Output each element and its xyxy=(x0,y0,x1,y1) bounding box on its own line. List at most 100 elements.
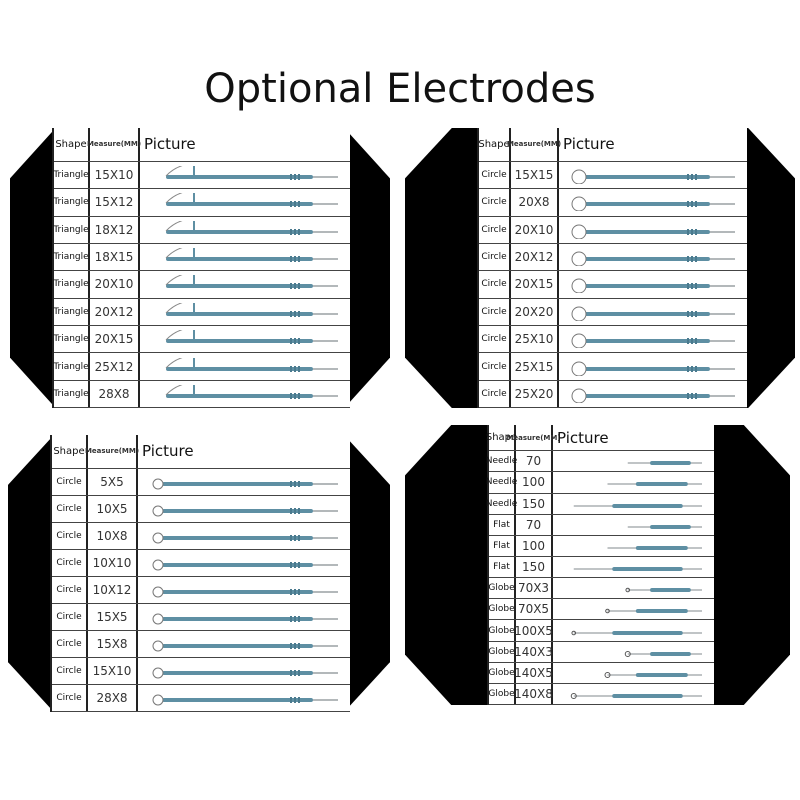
measure-cell: 10X12 xyxy=(88,576,138,603)
measure-cell: 15X15 xyxy=(511,161,559,189)
electrode-image xyxy=(571,333,735,349)
electrode-table-4: Shape Measure(MM) Picture Needle 70 Need… xyxy=(405,425,790,706)
shape-cell: Triangle xyxy=(53,271,90,298)
shape-cell: Circle xyxy=(52,495,88,522)
electrode-image xyxy=(571,361,735,376)
electrode-image xyxy=(570,692,702,699)
electrode-image xyxy=(571,278,735,294)
shape-cell: Circle xyxy=(479,243,511,271)
picture-cell xyxy=(553,642,714,662)
shape-cell: Globe xyxy=(488,641,516,662)
header-picture: Picture xyxy=(563,135,615,154)
electrode-image xyxy=(607,545,702,550)
picture-cell xyxy=(553,451,714,471)
shape-cell: Needle xyxy=(486,493,517,514)
table-row: Triangle 18X15 xyxy=(53,243,350,272)
table-row: Globe 140X3 xyxy=(488,641,714,663)
shape-cell: Globe xyxy=(488,662,516,683)
picture-cell xyxy=(553,557,714,577)
shape-cell: Globe xyxy=(488,683,516,705)
picture-cell xyxy=(553,684,714,704)
table-row: Triangle 25X12 xyxy=(53,353,350,381)
table-row: Globe 70X3 xyxy=(488,578,714,600)
header-shape: Shape xyxy=(52,435,88,468)
shape-cell: Circle xyxy=(52,630,88,657)
electrode-image xyxy=(573,567,702,572)
picture-cell xyxy=(138,604,350,630)
header-measure: Measure(MM) xyxy=(506,425,561,451)
table-row: Circle 15X8 xyxy=(52,630,350,658)
table-row: Triangle 20X10 xyxy=(53,271,350,299)
electrode-table-2: Shape Measure(MM) Picture Circle 15X15 C… xyxy=(405,128,795,409)
measure-cell: 140X5 xyxy=(514,662,553,683)
measure-cell: 25X12 xyxy=(90,353,140,380)
table-header: Shape Measure(MM) Picture xyxy=(486,425,714,452)
shape-cell: Circle xyxy=(479,353,511,380)
electrode-image xyxy=(152,505,338,517)
electrode-table-1: Shape Measure(MM) Picture Triangle 15X10… xyxy=(10,128,390,409)
picture-cell xyxy=(140,217,350,243)
picture-cell xyxy=(138,469,350,495)
electrode-image xyxy=(605,609,702,614)
header-measure: Measure(MM) xyxy=(87,128,141,161)
measure-cell: 20X15 xyxy=(511,271,559,298)
picture-cell xyxy=(559,299,747,325)
measure-cell: 20X10 xyxy=(90,271,140,298)
measure-cell: 100 xyxy=(516,535,553,556)
table-row: Triangle 28X8 xyxy=(53,380,350,409)
shape-cell: Triangle xyxy=(53,325,90,353)
picture-cell xyxy=(553,620,714,640)
shape-cell: Triangle xyxy=(53,161,90,189)
electrode-image xyxy=(627,461,702,466)
shape-cell: Globe xyxy=(488,578,516,599)
measure-cell: 150 xyxy=(516,556,553,578)
table-row: Globe 70X5 xyxy=(488,599,714,621)
measure-cell: 20X12 xyxy=(90,298,140,325)
measure-cell: 100X5 xyxy=(514,620,553,641)
electrode-image xyxy=(571,251,735,267)
shape-cell: Needle xyxy=(486,451,517,472)
electrode-image xyxy=(152,667,338,679)
measure-cell: 25X10 xyxy=(511,325,559,353)
shape-cell: Globe xyxy=(488,599,516,620)
measure-cell: 70 xyxy=(516,514,553,535)
picture-cell xyxy=(559,353,747,379)
table-row: Circle 10X5 xyxy=(52,495,350,523)
table-row: Needle 150 xyxy=(486,493,714,515)
measure-cell: 28X8 xyxy=(88,684,138,711)
header-shape: Shape xyxy=(54,128,90,161)
measure-cell: 18X15 xyxy=(90,243,140,271)
measure-cell: 70 xyxy=(516,451,553,472)
picture-cell xyxy=(140,271,350,297)
shape-cell: Circle xyxy=(479,161,511,189)
measure-cell: 20X12 xyxy=(511,243,559,271)
picture-cell xyxy=(138,577,350,603)
electrode-image xyxy=(165,220,338,235)
table-row: Needle 70 xyxy=(486,451,714,473)
electrode-image xyxy=(152,559,338,571)
electrode-image xyxy=(607,482,702,487)
electrode-image xyxy=(152,694,338,706)
picture-cell xyxy=(553,472,714,492)
table-row: Triangle 15X12 xyxy=(53,189,350,217)
measure-cell: 25X20 xyxy=(511,380,559,408)
shape-cell: Flat xyxy=(489,556,516,578)
electrode-image xyxy=(165,166,338,181)
table-header: Shape Measure(MM) Picture xyxy=(52,435,350,469)
picture-cell xyxy=(559,381,747,407)
measure-cell: 10X5 xyxy=(88,495,138,522)
table-row: Circle 25X10 xyxy=(479,325,747,354)
shape-cell: Needle xyxy=(486,472,517,493)
table-header: Shape Measure(MM) Picture xyxy=(54,128,350,162)
electrode-table-3: Shape Measure(MM) Picture Circle 5X5 Cir… xyxy=(8,435,390,712)
measure-cell: 20X8 xyxy=(511,189,559,216)
picture-cell xyxy=(140,353,350,379)
measure-cell: 15X8 xyxy=(88,630,138,657)
measure-cell: 20X10 xyxy=(511,216,559,243)
table-header: Shape Measure(MM) Picture xyxy=(478,128,747,162)
electrode-image xyxy=(571,224,735,239)
picture-cell xyxy=(138,631,350,657)
table-row: Circle 15X15 xyxy=(479,161,747,190)
shape-cell: Triangle xyxy=(53,243,90,271)
table-row: Triangle 20X12 xyxy=(53,298,350,326)
